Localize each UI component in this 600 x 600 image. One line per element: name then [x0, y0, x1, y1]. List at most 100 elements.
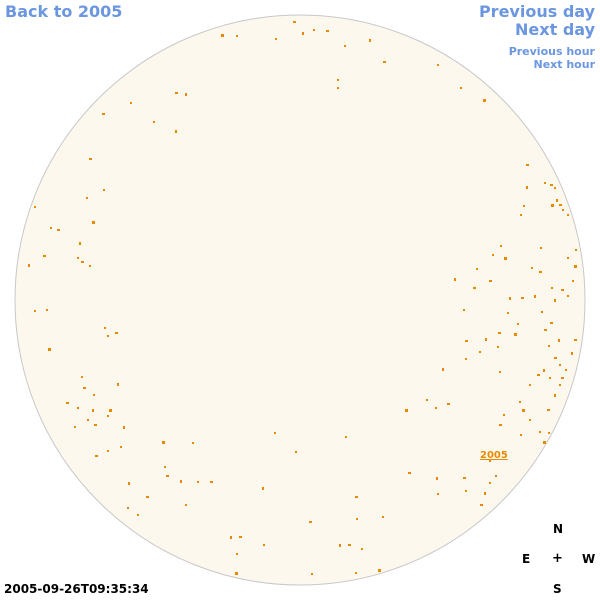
spot-mark: [46, 309, 48, 311]
spot-mark: [146, 496, 149, 498]
spot-mark: [575, 249, 577, 251]
spot-mark: [489, 482, 491, 484]
spot-mark: [185, 504, 187, 506]
spot-mark: [164, 466, 166, 468]
spot-mark: [57, 229, 60, 231]
spot-mark: [311, 573, 313, 575]
spot-mark: [537, 374, 540, 376]
spot-mark: [92, 409, 94, 412]
previous-day-link[interactable]: Previous day: [478, 2, 595, 21]
spot-mark: [180, 480, 182, 483]
spot-mark: [103, 189, 105, 191]
spot-mark: [109, 409, 112, 412]
spot-mark: [355, 572, 357, 574]
spot-mark: [123, 426, 125, 429]
spot-mark: [498, 332, 501, 334]
spot-mark: [81, 261, 84, 263]
spot-mark: [480, 504, 483, 506]
spot-mark: [192, 442, 194, 444]
spot-mark: [378, 569, 381, 572]
spot-mark: [567, 214, 569, 216]
spot-mark: [559, 204, 562, 206]
spot-mark: [574, 339, 577, 341]
spot-mark: [548, 432, 550, 434]
spot-mark: [263, 544, 265, 546]
spot-mark: [221, 34, 224, 37]
spot-mark: [497, 346, 499, 348]
spot-mark: [162, 441, 165, 444]
spot-mark: [81, 376, 83, 378]
spot-mark: [539, 431, 541, 433]
spot-mark: [348, 544, 351, 546]
spot-mark: [302, 32, 304, 35]
spot-mark: [489, 280, 492, 282]
spot-mark: [408, 472, 411, 474]
observation-timestamp: 2005-09-26T09:35:34: [4, 582, 149, 596]
spot-mark: [345, 436, 347, 438]
spot-mark: [562, 209, 564, 211]
spot-mark: [540, 247, 542, 249]
spot-mark: [529, 419, 531, 421]
spot-mark: [437, 64, 439, 66]
compass-north-label: N: [553, 522, 564, 536]
spot-mark: [572, 280, 574, 282]
spot-mark: [405, 409, 408, 412]
spot-mark: [558, 339, 560, 342]
spot-mark: [531, 267, 533, 269]
spot-mark: [337, 79, 339, 81]
spot-mark: [339, 544, 341, 547]
spot-mark: [544, 329, 547, 331]
spot-mark: [504, 257, 507, 260]
spot-mark: [120, 446, 122, 448]
spot-mark: [526, 186, 528, 189]
spot-mark: [514, 333, 517, 336]
spot-mark: [522, 409, 525, 412]
spot-mark: [28, 264, 30, 267]
spot-mark: [197, 481, 199, 483]
year-marker-link[interactable]: 2005: [480, 450, 508, 461]
spot-mark: [77, 407, 79, 409]
compass-center-icon: +: [552, 551, 563, 566]
spot-mark: [166, 475, 169, 477]
previous-hour-link[interactable]: Previous hour: [508, 45, 595, 58]
spot-mark: [567, 295, 569, 297]
spot-mark: [115, 332, 118, 334]
spot-mark: [549, 377, 551, 379]
spot-mark: [356, 518, 358, 520]
spot-mark: [437, 493, 439, 495]
spot-mark: [554, 187, 556, 189]
compass-south-label: S: [553, 582, 562, 596]
spot-mark: [559, 364, 561, 366]
spot-mark: [484, 492, 486, 495]
next-day-link[interactable]: Next day: [515, 20, 595, 39]
back-to-year-link[interactable]: Back to 2005: [5, 2, 123, 21]
spot-mark: [92, 221, 95, 224]
spot-mark: [74, 426, 76, 428]
spot-mark: [507, 312, 509, 314]
spot-mark: [473, 287, 476, 289]
spot-mark: [210, 481, 213, 483]
next-hour-link[interactable]: Next hour: [533, 58, 596, 71]
spot-mark: [561, 289, 564, 291]
spot-mark: [541, 311, 543, 313]
spot-mark: [476, 268, 478, 270]
spot-mark: [554, 394, 556, 397]
spot-mark: [519, 401, 521, 403]
spot-mark: [175, 130, 177, 133]
spot-mark: [523, 205, 525, 207]
spot-mark: [236, 553, 238, 555]
spot-mark: [34, 310, 36, 312]
spot-mark: [107, 450, 109, 452]
spot-markers: [28, 21, 577, 575]
spot-mark: [435, 407, 437, 409]
spot-mark: [128, 482, 130, 485]
spot-mark: [503, 414, 505, 416]
compass-east-label: E: [522, 552, 531, 566]
spot-mark: [554, 299, 556, 302]
spot-mark: [104, 327, 106, 329]
spot-mark: [509, 297, 511, 300]
spot-mark: [355, 496, 358, 498]
spot-mark: [87, 419, 89, 421]
spot-mark: [86, 197, 88, 199]
